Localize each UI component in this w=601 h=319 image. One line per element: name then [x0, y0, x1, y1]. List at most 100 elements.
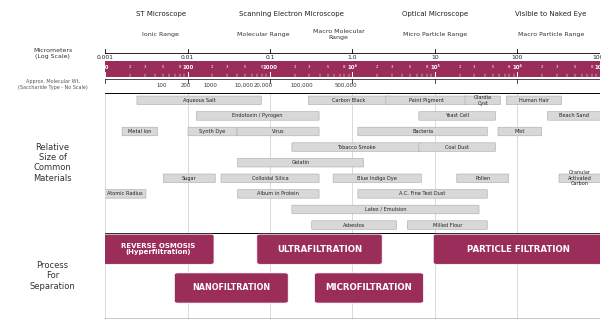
Text: 20,000: 20,000	[254, 83, 273, 88]
Text: 8: 8	[343, 65, 346, 69]
Text: 1000: 1000	[204, 83, 218, 88]
Text: Mist: Mist	[514, 129, 525, 134]
Text: Angstrom Units
(Log Scale): Angstrom Units (Log Scale)	[30, 64, 75, 75]
Text: 3: 3	[473, 65, 475, 69]
Text: Synth Dye: Synth Dye	[199, 129, 225, 134]
Text: 100: 100	[182, 65, 194, 70]
Text: Process
For
Separation: Process For Separation	[29, 261, 76, 291]
Bar	[105, 61, 600, 77]
FancyBboxPatch shape	[174, 273, 288, 303]
Text: Coal Dust: Coal Dust	[445, 145, 469, 150]
FancyBboxPatch shape	[197, 112, 319, 120]
Text: 500,000: 500,000	[335, 83, 357, 88]
Text: 8: 8	[178, 65, 181, 69]
Text: 2: 2	[211, 65, 214, 69]
FancyBboxPatch shape	[457, 174, 508, 182]
Text: Metal Ion: Metal Ion	[128, 129, 151, 134]
FancyBboxPatch shape	[102, 234, 214, 264]
Text: Ionic Range: Ionic Range	[142, 32, 179, 37]
Text: 3: 3	[555, 65, 558, 69]
FancyBboxPatch shape	[292, 143, 421, 152]
Text: ULTRAFILTRATION: ULTRAFILTRATION	[277, 245, 362, 254]
Text: Colloidal Silica: Colloidal Silica	[252, 176, 288, 181]
FancyBboxPatch shape	[498, 127, 542, 136]
Text: Asbestos: Asbestos	[343, 223, 365, 227]
FancyBboxPatch shape	[433, 234, 601, 264]
FancyBboxPatch shape	[221, 174, 319, 182]
Text: MICROFILTRATION: MICROFILTRATION	[326, 284, 412, 293]
Text: 5: 5	[244, 65, 246, 69]
Text: REVERSE OSMOSIS
(Hyperfiltration): REVERSE OSMOSIS (Hyperfiltration)	[121, 243, 195, 256]
Text: 10: 10	[431, 55, 439, 60]
Text: Human Hair: Human Hair	[519, 98, 549, 103]
Text: Album in Protein: Album in Protein	[257, 191, 299, 197]
FancyBboxPatch shape	[314, 273, 423, 303]
Text: 0.001: 0.001	[97, 55, 114, 60]
FancyBboxPatch shape	[137, 96, 261, 105]
Text: 10⁴: 10⁴	[347, 65, 358, 70]
Text: Gelatin: Gelatin	[291, 160, 310, 165]
Text: 2: 2	[459, 65, 461, 69]
Text: Virus: Virus	[272, 129, 284, 134]
Text: Sugar: Sugar	[182, 176, 197, 181]
Text: 1000: 1000	[263, 65, 278, 70]
Text: Carbon Black: Carbon Black	[332, 98, 365, 103]
FancyBboxPatch shape	[465, 96, 501, 105]
Text: Visible to Naked Eye: Visible to Naked Eye	[516, 11, 587, 17]
FancyBboxPatch shape	[163, 174, 215, 182]
FancyBboxPatch shape	[104, 189, 146, 198]
FancyBboxPatch shape	[237, 127, 319, 136]
Text: 10,000: 10,000	[234, 83, 253, 88]
Text: 2: 2	[294, 65, 296, 69]
FancyBboxPatch shape	[506, 96, 561, 105]
Text: Beach Sand: Beach Sand	[560, 113, 589, 118]
FancyBboxPatch shape	[407, 221, 487, 229]
Text: PARTICLE FILTRATION: PARTICLE FILTRATION	[467, 245, 570, 254]
FancyBboxPatch shape	[358, 127, 487, 136]
Text: Pollen: Pollen	[475, 176, 490, 181]
FancyBboxPatch shape	[358, 189, 487, 198]
Text: 200: 200	[181, 83, 191, 88]
Text: Milled Flour: Milled Flour	[433, 223, 462, 227]
Text: 10⁵: 10⁵	[430, 65, 440, 70]
Text: Aqueous Salt: Aqueous Salt	[183, 98, 216, 103]
Text: Giardia
Cyst: Giardia Cyst	[474, 95, 492, 106]
Text: 8: 8	[508, 65, 511, 69]
Text: Micrometers
(Log Scale): Micrometers (Log Scale)	[33, 48, 72, 59]
Text: Atomic Radius: Atomic Radius	[107, 191, 143, 197]
Text: Endotoxin / Pyrogen: Endotoxin / Pyrogen	[233, 113, 283, 118]
Text: Molecular Range: Molecular Range	[237, 32, 289, 37]
Text: ST Microscope: ST Microscope	[136, 11, 186, 17]
Text: Tobacco Smoke: Tobacco Smoke	[337, 145, 376, 150]
FancyBboxPatch shape	[312, 221, 397, 229]
FancyBboxPatch shape	[292, 205, 479, 214]
Text: 8: 8	[591, 65, 593, 69]
Text: Granular
Activated
Carbon: Granular Activated Carbon	[568, 170, 592, 186]
Text: 100: 100	[156, 83, 166, 88]
Text: Macro Molecular
Range: Macro Molecular Range	[313, 29, 364, 40]
Text: 2: 2	[541, 65, 543, 69]
FancyBboxPatch shape	[419, 143, 495, 152]
Text: Relative
Size of
Common
Materials: Relative Size of Common Materials	[33, 143, 72, 183]
FancyBboxPatch shape	[237, 189, 319, 198]
Text: Latex / Emulsion: Latex / Emulsion	[365, 207, 406, 212]
Text: Optical Microscope: Optical Microscope	[402, 11, 468, 17]
Text: 3: 3	[226, 65, 228, 69]
Text: 5: 5	[326, 65, 329, 69]
FancyBboxPatch shape	[122, 127, 157, 136]
FancyBboxPatch shape	[386, 96, 468, 105]
Text: 10: 10	[102, 65, 109, 70]
FancyBboxPatch shape	[257, 234, 382, 264]
FancyBboxPatch shape	[419, 112, 495, 120]
Text: 8: 8	[426, 65, 428, 69]
Text: NANOFILTRATION: NANOFILTRATION	[192, 284, 270, 293]
Text: Blue Indigo Dye: Blue Indigo Dye	[357, 176, 397, 181]
Text: 100: 100	[511, 55, 523, 60]
Text: 5: 5	[162, 65, 164, 69]
Text: 5: 5	[492, 65, 494, 69]
Text: 5: 5	[574, 65, 576, 69]
Text: 10⁶: 10⁶	[513, 65, 522, 70]
FancyBboxPatch shape	[188, 127, 237, 136]
Text: 0.1: 0.1	[265, 55, 275, 60]
Text: 3: 3	[308, 65, 311, 69]
